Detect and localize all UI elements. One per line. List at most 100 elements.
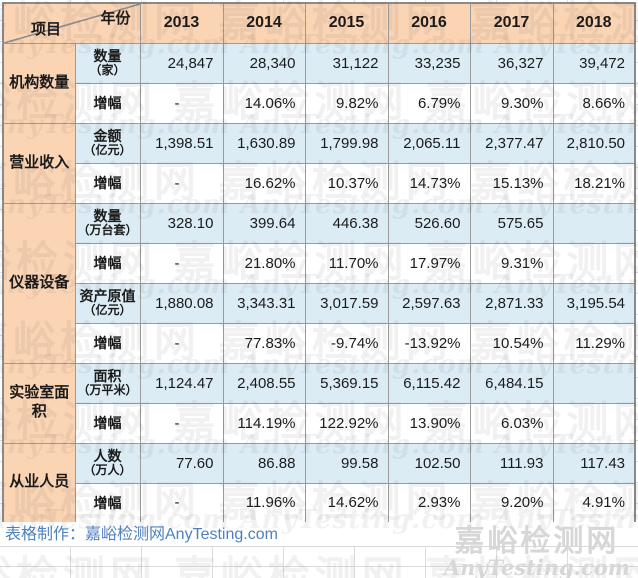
metric-label-cell: 增幅 [74,322,141,364]
metric-name: 增幅 [93,174,122,191]
value-cell: 10.54% [469,322,554,364]
metric-label-cell: 金额 （亿元） [74,122,141,164]
value-cell: 526.60 [387,202,471,244]
corner-year-label: 年份 [100,10,131,27]
year-header-cell: 2018 [552,2,636,44]
metric-unit: （亿元） [83,303,132,318]
table-row: 增幅 - 14.06% 9.82% 6.79% 9.30% 8.66% [3,82,636,124]
value-cell: 6,484.15 [469,362,554,404]
value-cell: 9.30% [469,82,554,124]
value-cell: 3,343.31 [222,282,306,324]
value-cell: 117.43 [552,442,636,484]
metric-label-cell: 增幅 [74,402,141,444]
table-row: 营业收入 金额 （亿元） 1,398.51 1,630.89 1,799.98 … [2,122,636,204]
value-cell: - [139,482,224,524]
value-cell: 1,880.08 [139,282,224,324]
value-cell: 77.83% [222,322,306,364]
value-cell: 446.38 [304,202,389,244]
value-cell: 2,810.50 [552,122,636,164]
value-cell: 114.19% [222,402,306,444]
group-label-cell: 营业收入 [2,122,76,204]
metric-name: 数量 [93,48,122,65]
value-cell: 15.13% [469,162,554,204]
credit-bar: 表格制作：嘉峪检测网AnyTesting.com [0,522,638,547]
value-cell: -9.74% [304,322,389,364]
table-row: 从业人员 人数 （万人） 77.60 86.88 99.58 102.50 11… [2,442,636,524]
value-cell: 1,799.98 [304,122,389,164]
metric-name: 面积 [93,368,122,385]
metric-name: 金额 [93,128,122,145]
value-cell: 6.79% [387,82,471,124]
value-cell: 575.65 [469,202,554,244]
year-header-cell: 2016 [387,2,471,44]
value-cell: 2,597.63 [387,282,471,324]
value-cell: - [139,242,224,284]
value-cell: 328.10 [139,202,224,244]
value-cell: 36,327 [469,42,554,84]
value-cell: 6.03% [469,402,554,444]
metric-label-cell: 面积 （万平米） [74,362,141,404]
metric-unit: （万人） [83,463,132,478]
metric-name: 数量 [93,208,122,225]
value-cell: 5,369.15 [304,362,389,404]
value-cell: 99.58 [304,442,389,484]
value-cell: 3,195.54 [552,282,636,324]
value-cell: 17.97% [387,242,471,284]
value-cell: 16.62% [222,162,306,204]
metric-label-cell: 增幅 [74,482,141,524]
value-cell: 33,235 [387,42,471,84]
value-cell: 102.50 [387,442,471,484]
value-cell: 2,377.47 [469,122,554,164]
metric-label-cell: 增幅 [74,162,141,204]
value-cell: 1,630.89 [222,122,306,164]
value-cell: 2,065.11 [387,122,471,164]
metric-label-cell: 人数 （万人） [74,442,141,484]
value-cell: 1,124.47 [139,362,224,404]
value-cell: -13.92% [387,322,471,364]
metric-label-cell: 增幅 [74,82,141,124]
metric-label-cell: 数量 （万台套） [74,202,141,244]
table-row: 实验室面积 面积 （万平米） 1,124.47 2,408.55 5,369.1… [2,362,636,444]
metric-name: 增幅 [93,334,122,351]
value-cell: - [139,402,224,444]
value-cell: - [139,322,224,364]
metric-name: 增幅 [93,414,122,431]
value-cell: 10.37% [304,162,389,204]
value-cell: 9.82% [304,82,389,124]
value-cell: 111.93 [469,442,554,484]
value-cell: 1,398.51 [139,122,224,164]
value-cell: 14.62% [304,482,389,524]
table-row: 资产原值 （亿元） 1,880.08 3,343.31 3,017.59 2,5… [3,282,636,324]
value-cell: 6,115.42 [387,362,471,404]
table-row: 增幅 - 21.80% 11.70% 17.97% 9.31% [3,242,636,284]
value-cell: - [139,82,224,124]
metric-name: 人数 [93,448,122,465]
corner-cell: 年份 项目 [2,2,141,44]
value-cell [552,402,636,444]
value-cell: 77.60 [139,442,224,484]
group-label-cell: 从业人员 [2,442,76,524]
value-cell: 9.31% [469,242,554,284]
value-cell: 11.70% [304,242,389,284]
table-row: 增幅 - 114.19% 122.92% 13.90% 6.03% [3,402,636,444]
value-cell: 2,871.33 [469,282,554,324]
metric-unit: （万平米） [77,383,138,398]
credit-text: 表格制作：嘉峪检测网AnyTesting.com [5,526,278,543]
statistics-table: 年份 项目 2013 2014 2015 2016 2017 2018 机构数量… [2,2,636,524]
year-header-cell: 2014 [222,2,306,44]
value-cell: 9.20% [469,482,554,524]
metric-label-cell: 数量 （家） [74,42,141,84]
table-row: 增幅 - 16.62% 10.37% 14.73% 15.13% 18.21% [3,162,636,204]
value-cell [552,242,636,284]
metric-unit: （万台套） [77,223,138,238]
value-cell: 2.93% [387,482,471,524]
group-label-cell: 实验室面积 [2,362,76,444]
value-cell: 28,340 [222,42,306,84]
value-cell: 11.29% [552,322,636,364]
table-row: 机构数量 数量 （家） 24,847 28,340 31,122 33,235 … [2,42,636,124]
value-cell: 14.73% [387,162,471,204]
header-row: 年份 项目 2013 2014 2015 2016 2017 2018 [2,2,636,44]
value-cell: 4.91% [552,482,636,524]
value-cell [552,362,636,404]
